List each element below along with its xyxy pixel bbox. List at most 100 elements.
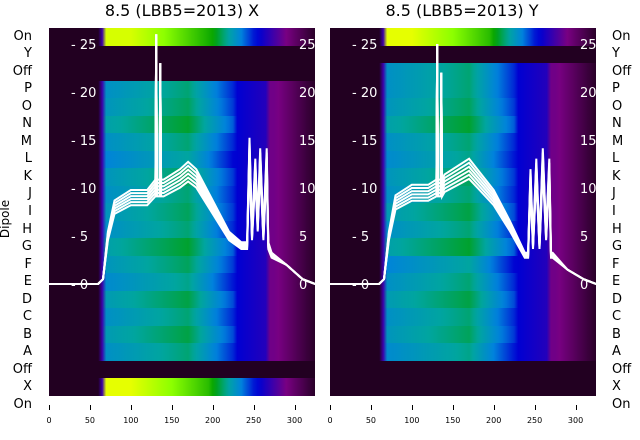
inner-ytick-label: - 0 bbox=[352, 278, 369, 293]
inner-ytick-label: - 10 bbox=[352, 182, 377, 197]
inner-ytick-label: - 15 bbox=[71, 134, 96, 149]
row-label: N bbox=[22, 116, 32, 132]
heatmap-row bbox=[49, 255, 315, 274]
xtick-label: 0 bbox=[46, 416, 52, 425]
inner-ytick-label: 15 bbox=[580, 134, 596, 149]
row-label: On bbox=[13, 396, 32, 412]
inner-ytick-label: 15 bbox=[299, 134, 315, 149]
series-line bbox=[330, 43, 596, 285]
row-label: C bbox=[612, 309, 622, 325]
xtick bbox=[130, 405, 132, 410]
xtick bbox=[294, 405, 296, 410]
xtick bbox=[253, 405, 255, 410]
xtick-label: 50 bbox=[84, 416, 96, 425]
series-line bbox=[330, 43, 596, 285]
heatmap-row bbox=[330, 80, 596, 99]
row-label: D bbox=[21, 291, 32, 307]
row-label: O bbox=[612, 98, 623, 114]
heatmap-row bbox=[330, 325, 596, 344]
heatmap-row bbox=[49, 63, 315, 82]
row-label: E bbox=[23, 274, 32, 290]
row-label: Off bbox=[612, 63, 632, 79]
series-line bbox=[330, 43, 596, 285]
heatmap-row bbox=[330, 45, 596, 64]
row-label: K bbox=[612, 168, 621, 184]
heatmap-row bbox=[330, 63, 596, 82]
inner-ytick-label: 25 bbox=[580, 38, 596, 53]
inner-ytick-label: 0 bbox=[299, 278, 307, 293]
heatmap-row bbox=[330, 98, 596, 117]
row-label: P bbox=[612, 81, 620, 97]
heatmap-row bbox=[330, 150, 596, 169]
inner-ytick-label: 5 bbox=[299, 230, 307, 245]
row-label: A bbox=[23, 344, 32, 360]
heatmap-row bbox=[49, 115, 315, 134]
heatmap-row bbox=[49, 325, 315, 344]
row-label: D bbox=[612, 291, 623, 307]
inner-ytick-label: - 20 bbox=[71, 86, 96, 101]
xtick-label: 100 bbox=[404, 416, 420, 425]
inner-ytick-label: 20 bbox=[299, 86, 315, 101]
xtick-label: 250 bbox=[526, 416, 543, 425]
row-label: J bbox=[612, 186, 616, 202]
row-label: On bbox=[612, 396, 631, 412]
inner-ytick-label: - 25 bbox=[71, 38, 96, 53]
heatmap-row bbox=[49, 360, 315, 379]
inner-ytick-label: - 5 bbox=[71, 230, 88, 245]
heatmap-row bbox=[330, 308, 596, 327]
row-label: Off bbox=[12, 63, 32, 79]
xtick bbox=[534, 405, 536, 410]
xtick bbox=[49, 405, 50, 410]
xtick-label: 100 bbox=[123, 416, 139, 425]
series-line bbox=[330, 43, 596, 285]
heatmap-row bbox=[49, 273, 315, 292]
xtick bbox=[370, 405, 372, 410]
heatmap-row bbox=[49, 45, 315, 64]
row-label: G bbox=[612, 239, 623, 255]
row-label: H bbox=[22, 221, 32, 237]
xtick bbox=[452, 405, 454, 410]
series-line bbox=[49, 34, 315, 285]
xtick-label: 300 bbox=[286, 416, 303, 425]
title-x: 8.5 (LBB5=2013) X bbox=[104, 1, 260, 20]
inner-ytick-label: - 10 bbox=[71, 182, 96, 197]
row-label: Y bbox=[612, 46, 620, 62]
row-label: On bbox=[612, 28, 631, 44]
row-label: C bbox=[22, 309, 32, 325]
row-label: X bbox=[612, 379, 621, 395]
series-line bbox=[49, 34, 315, 285]
xtick bbox=[411, 405, 413, 410]
row-label: I bbox=[612, 204, 616, 219]
heatmap-row bbox=[330, 378, 596, 396]
row-label: Off bbox=[12, 361, 32, 377]
heatmap-row bbox=[330, 343, 596, 362]
inner-ytick-label: - 15 bbox=[352, 134, 377, 149]
heatmap-row bbox=[330, 115, 596, 134]
series-line bbox=[49, 34, 315, 285]
heatmap-row bbox=[49, 308, 315, 327]
xtick bbox=[575, 405, 577, 410]
title-y: 8.5 (LBB5=2013) Y bbox=[385, 1, 539, 20]
heatmap-row bbox=[49, 98, 315, 117]
xtick-label: 200 bbox=[205, 416, 221, 425]
series-line bbox=[49, 34, 315, 285]
heatmap-row bbox=[49, 238, 315, 257]
y-axis-label: Dipole bbox=[0, 199, 13, 239]
inner-ytick-label: - 5 bbox=[352, 230, 369, 245]
inner-ytick-label: 25 bbox=[299, 38, 315, 53]
row-label: M bbox=[20, 133, 32, 149]
xtick-label: 150 bbox=[164, 416, 180, 425]
xtick-label: 50 bbox=[365, 416, 377, 425]
row-label: E bbox=[612, 274, 621, 290]
heatmap-row bbox=[330, 28, 596, 47]
xtick-label: 150 bbox=[445, 416, 461, 425]
row-label: B bbox=[23, 326, 32, 342]
row-label: I bbox=[28, 204, 32, 219]
inner-ytick-label: 20 bbox=[580, 86, 596, 101]
xtick bbox=[89, 405, 91, 410]
row-label: B bbox=[612, 326, 621, 342]
inner-ytick-label: - 20 bbox=[352, 86, 377, 101]
row-label: A bbox=[612, 344, 621, 360]
row-label: F bbox=[24, 256, 32, 272]
row-label: N bbox=[612, 116, 622, 132]
